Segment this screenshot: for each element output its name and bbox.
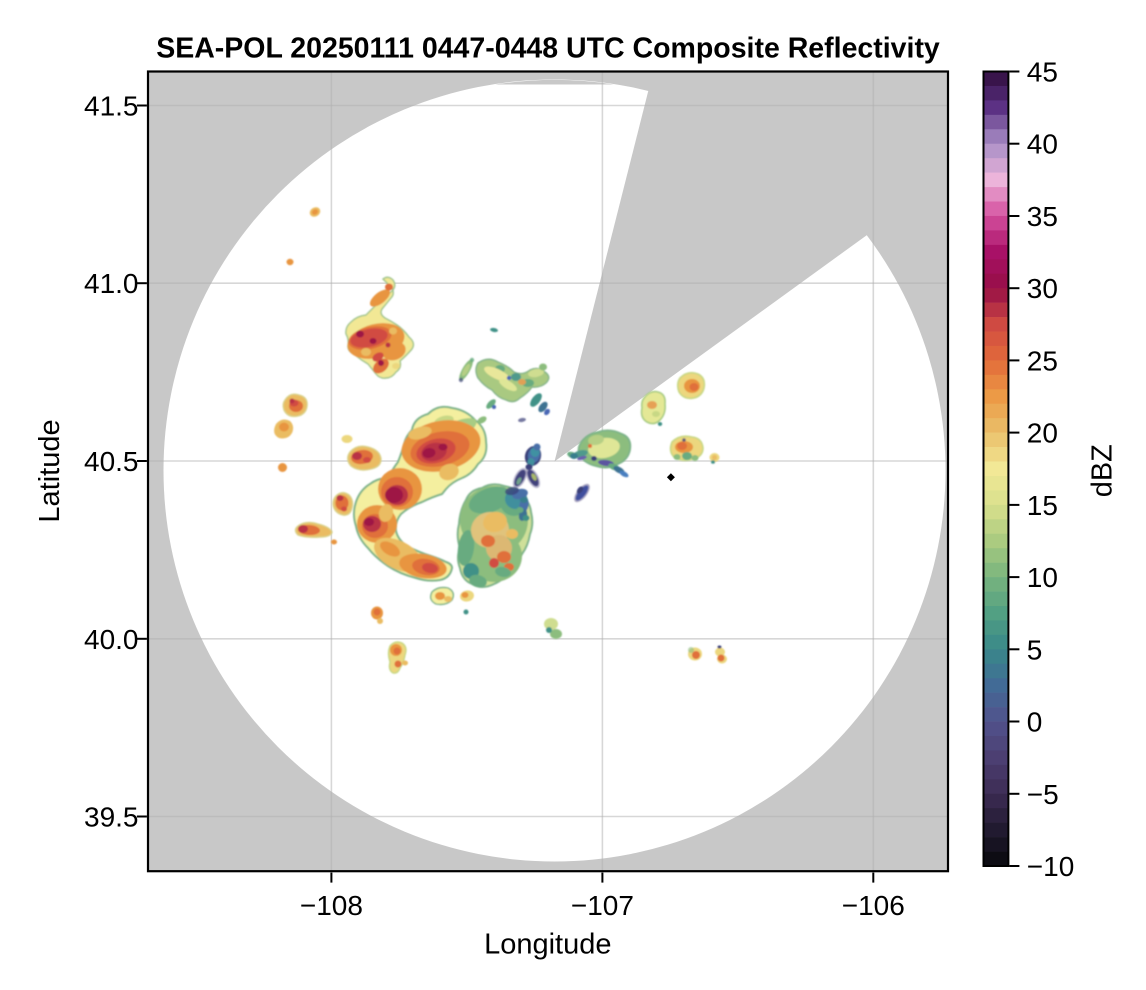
svg-text:15: 15 xyxy=(1027,490,1058,521)
svg-text:30: 30 xyxy=(1027,273,1058,304)
svg-text:41.5: 41.5 xyxy=(84,91,139,122)
svg-text:−5: −5 xyxy=(1027,779,1059,810)
svg-text:dBZ: dBZ xyxy=(1086,444,1118,497)
svg-text:Longitude: Longitude xyxy=(484,929,611,961)
svg-text:40: 40 xyxy=(1027,129,1058,160)
svg-text:SEA-POL 20250111 0447-0448 UTC: SEA-POL 20250111 0447-0448 UTC Composite… xyxy=(156,33,940,65)
svg-text:35: 35 xyxy=(1027,201,1058,232)
svg-text:−10: −10 xyxy=(1027,851,1075,882)
svg-text:39.5: 39.5 xyxy=(84,802,139,833)
svg-text:−107: −107 xyxy=(571,890,634,921)
svg-text:10: 10 xyxy=(1027,562,1058,593)
svg-text:0: 0 xyxy=(1027,707,1043,738)
svg-text:Latitude: Latitude xyxy=(34,419,66,522)
svg-text:−108: −108 xyxy=(300,890,363,921)
svg-text:20: 20 xyxy=(1027,418,1058,449)
svg-text:41.0: 41.0 xyxy=(84,268,139,299)
svg-text:45: 45 xyxy=(1027,57,1058,88)
svg-text:−106: −106 xyxy=(842,890,905,921)
svg-text:40.5: 40.5 xyxy=(84,446,139,477)
svg-text:40.0: 40.0 xyxy=(84,624,139,655)
svg-text:25: 25 xyxy=(1027,345,1058,376)
svg-text:5: 5 xyxy=(1027,634,1043,665)
